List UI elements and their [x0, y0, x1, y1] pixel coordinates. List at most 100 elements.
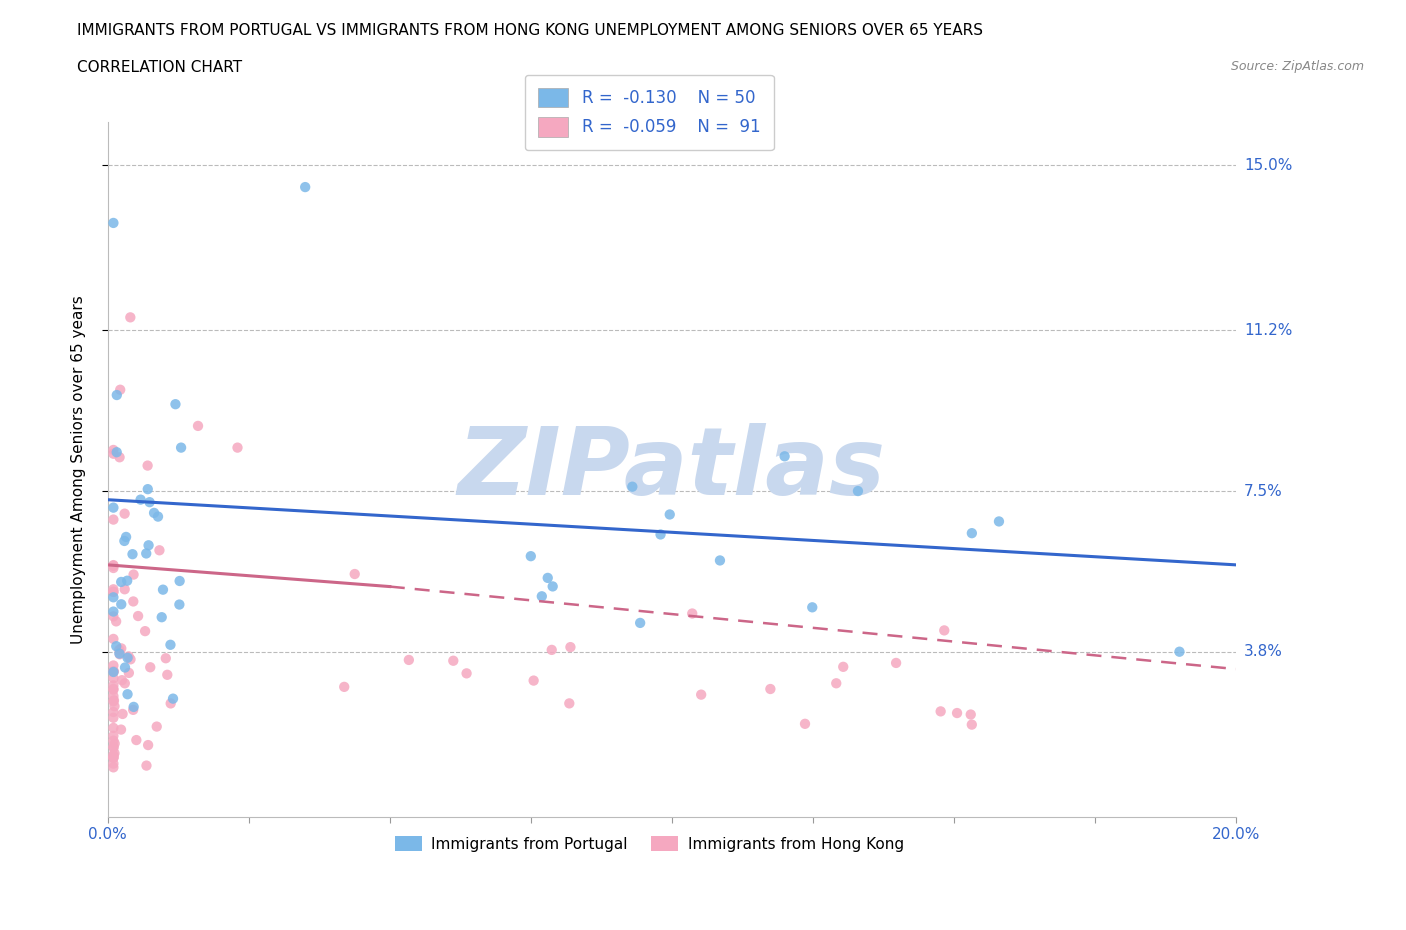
- Point: [794, 716, 817, 731]
- Point: [103, 721, 125, 736]
- Point: [103, 751, 125, 765]
- Point: [103, 665, 125, 680]
- Point: [110, 641, 132, 656]
- Point: [127, 608, 149, 623]
- Point: [152, 582, 174, 597]
- Point: [759, 682, 782, 697]
- Point: [103, 733, 125, 748]
- Point: [226, 440, 249, 455]
- Text: ZIPatlas: ZIPatlas: [458, 423, 886, 515]
- Point: [122, 702, 145, 717]
- Point: [169, 597, 191, 612]
- Point: [929, 704, 952, 719]
- Point: [129, 492, 152, 507]
- Point: [959, 707, 981, 722]
- Point: [110, 723, 132, 737]
- Point: [537, 570, 560, 585]
- Point: [103, 689, 125, 704]
- Point: [145, 719, 167, 734]
- Point: [117, 650, 139, 665]
- Point: [115, 529, 138, 544]
- Point: [103, 671, 125, 685]
- Point: [114, 676, 136, 691]
- Point: [159, 637, 181, 652]
- Text: 3.8%: 3.8%: [1244, 644, 1284, 659]
- Point: [103, 446, 125, 461]
- Point: [103, 739, 125, 754]
- Point: [138, 538, 160, 552]
- Point: [103, 740, 125, 755]
- Point: [103, 500, 125, 515]
- Point: [115, 573, 138, 588]
- Point: [103, 658, 125, 673]
- Point: [138, 495, 160, 510]
- Point: [103, 584, 125, 599]
- Point: [103, 584, 125, 599]
- Point: [159, 696, 181, 711]
- Point: [122, 567, 145, 582]
- Point: [136, 737, 159, 752]
- Point: [155, 651, 177, 666]
- Point: [134, 624, 156, 639]
- Point: [122, 594, 145, 609]
- Point: [960, 525, 983, 540]
- Point: [108, 647, 131, 662]
- Point: [520, 549, 543, 564]
- Point: [103, 512, 125, 527]
- Point: [103, 756, 125, 771]
- Point: [103, 216, 125, 231]
- Point: [558, 696, 581, 711]
- Text: 15.0%: 15.0%: [1244, 158, 1292, 173]
- Point: [103, 561, 125, 576]
- Point: [114, 582, 136, 597]
- Point: [523, 673, 546, 688]
- Point: [621, 479, 644, 494]
- Point: [103, 760, 125, 775]
- Point: [103, 631, 125, 646]
- Point: [103, 711, 125, 725]
- Point: [187, 418, 209, 433]
- Point: [1168, 644, 1191, 659]
- Point: [103, 693, 125, 708]
- Point: [934, 623, 956, 638]
- Point: [103, 746, 125, 761]
- Point: [110, 575, 132, 590]
- Point: [165, 397, 187, 412]
- Point: [103, 751, 125, 765]
- Point: [162, 691, 184, 706]
- Point: [333, 680, 356, 695]
- Point: [398, 653, 420, 668]
- Point: [114, 506, 136, 521]
- Point: [135, 546, 157, 561]
- Point: [103, 694, 125, 709]
- Point: [105, 388, 128, 403]
- Point: [530, 589, 553, 604]
- Point: [690, 687, 713, 702]
- Point: [294, 179, 316, 194]
- Point: [111, 672, 134, 687]
- Point: [146, 509, 169, 524]
- Point: [120, 652, 142, 667]
- Point: [103, 683, 125, 698]
- Point: [441, 653, 464, 668]
- Text: 7.5%: 7.5%: [1244, 484, 1282, 498]
- Point: [343, 566, 366, 581]
- Point: [103, 664, 125, 679]
- Point: [108, 643, 131, 658]
- Point: [832, 659, 855, 674]
- Point: [103, 728, 125, 743]
- Point: [135, 758, 157, 773]
- Point: [136, 482, 159, 497]
- Point: [108, 450, 131, 465]
- Point: [169, 574, 191, 589]
- Point: [658, 507, 681, 522]
- Text: 11.2%: 11.2%: [1244, 323, 1292, 338]
- Point: [103, 682, 125, 697]
- Point: [120, 310, 142, 325]
- Y-axis label: Unemployment Among Seniors over 65 years: Unemployment Among Seniors over 65 years: [72, 295, 86, 644]
- Point: [825, 676, 848, 691]
- Point: [801, 600, 824, 615]
- Point: [846, 484, 869, 498]
- Point: [118, 649, 141, 664]
- Point: [456, 666, 478, 681]
